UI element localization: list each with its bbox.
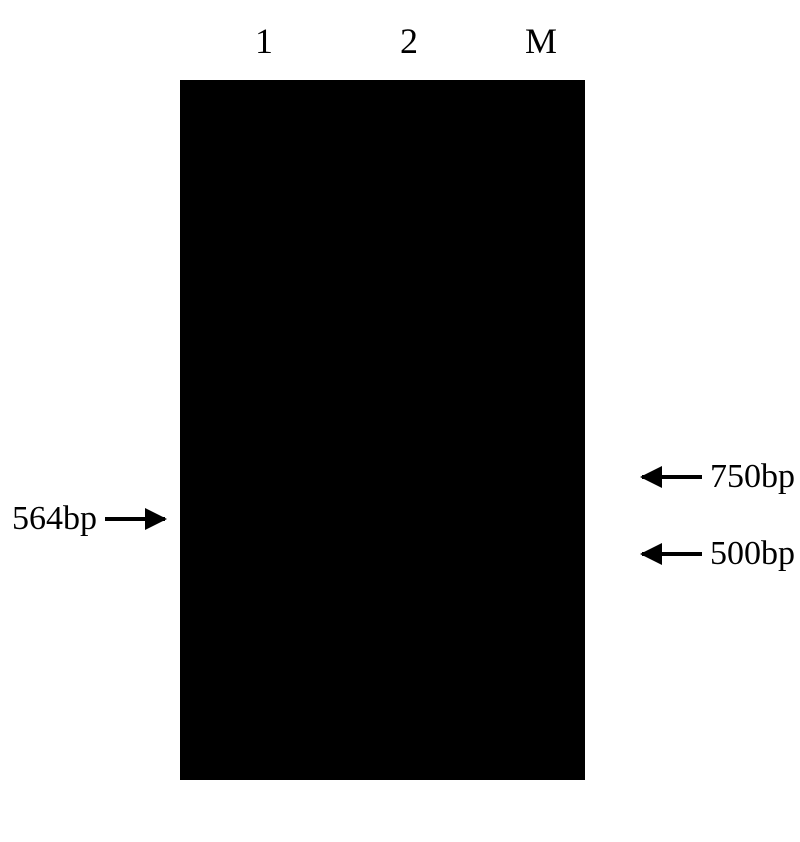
arrow-right-icon	[105, 517, 165, 521]
arrow-left-icon	[642, 475, 702, 479]
lane-label-2: 2	[400, 20, 418, 62]
annotation-label-500bp: 500bp	[710, 535, 795, 573]
lane-label-marker: M	[525, 20, 557, 62]
gel-image	[180, 80, 585, 780]
annotation-label-564bp: 564bp	[12, 500, 97, 538]
annotation-564bp: 564bp	[12, 500, 165, 538]
annotation-750bp: 750bp	[642, 458, 795, 496]
lane-label-1: 1	[255, 20, 273, 62]
annotation-500bp: 500bp	[642, 535, 795, 573]
gel-figure-container: 1 2 M 564bp 750bp 500bp	[0, 0, 800, 842]
arrow-left-icon	[642, 552, 702, 556]
annotation-label-750bp: 750bp	[710, 458, 795, 496]
